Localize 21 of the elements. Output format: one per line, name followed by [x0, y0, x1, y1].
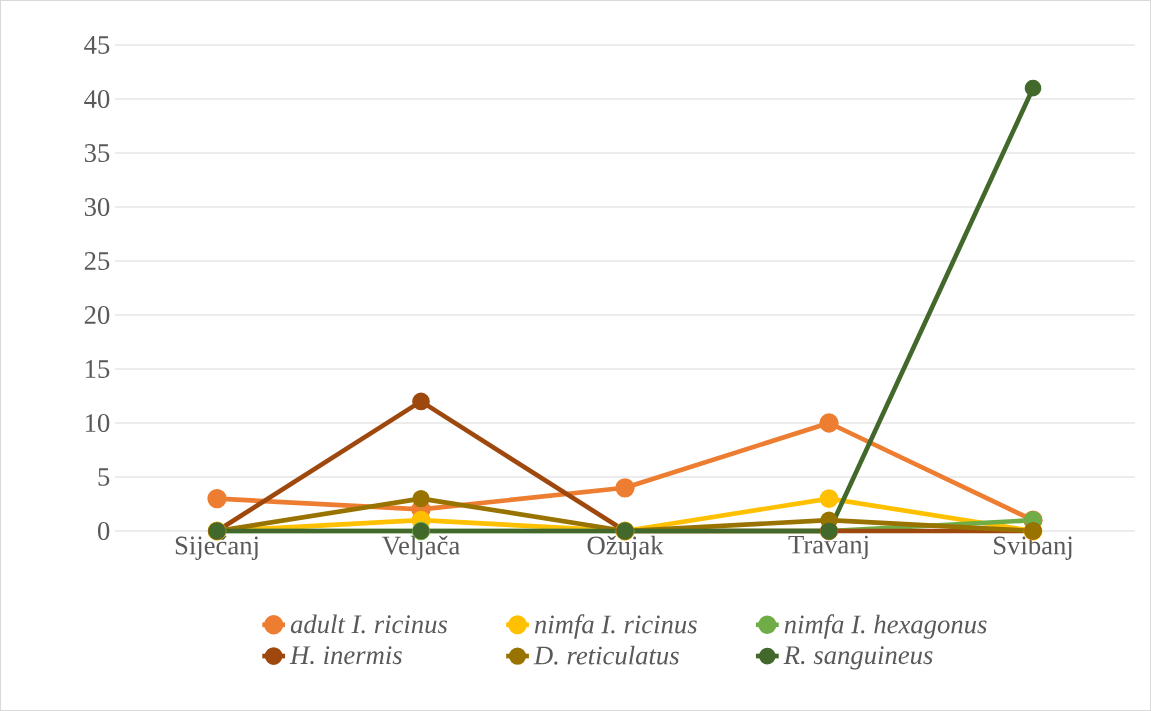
y-tick-label: 20 [84, 306, 110, 324]
x-tick-label: Svibanj [994, 535, 1072, 560]
y-tick-label: 30 [84, 198, 110, 216]
y-tick-label: 15 [85, 360, 110, 378]
legend-label: H. inermis [289, 646, 402, 665]
y-tick-label: 35 [84, 144, 110, 162]
legend-label: D. reticulatus [533, 645, 679, 665]
y-tick-label: 40 [84, 90, 110, 108]
y-tick-label: 25 [84, 252, 110, 270]
y-tick-label: 0 [97, 522, 110, 540]
x-tick-label: Travanj [788, 535, 868, 560]
legend-label: adult I. ricinus [290, 614, 448, 634]
x-tick-label: Ožujak [587, 535, 664, 560]
y-tick-label: 45 [84, 36, 110, 54]
x-tick-label: Siječanj [175, 535, 258, 560]
legend-label: nimfa I. hexagonus [784, 614, 987, 639]
x-tick-label: Veljača [382, 535, 460, 560]
legend-label: R. sanguineus [783, 646, 933, 670]
y-tick-label: 5 [98, 468, 110, 486]
legend-label: nimfa I. ricinus [534, 614, 697, 639]
y-tick-label: 10 [85, 414, 110, 432]
